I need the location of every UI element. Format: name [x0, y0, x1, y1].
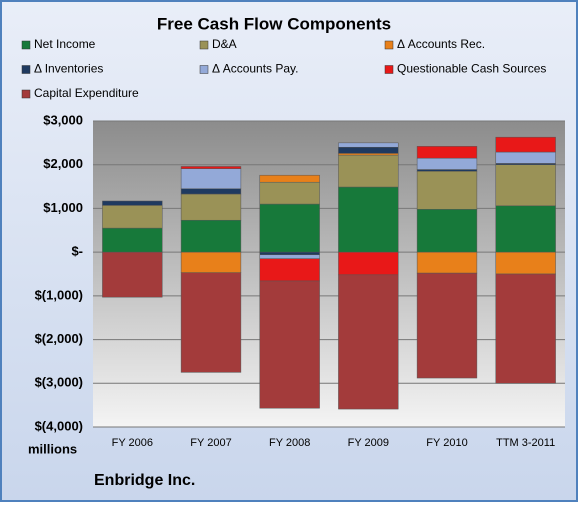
bar-segment — [102, 251, 163, 298]
legend-label: Questionable Cash Sources — [397, 62, 546, 76]
plot-area — [93, 121, 565, 427]
bar-segment — [416, 169, 478, 172]
bar-segment — [338, 142, 399, 148]
bar-segment — [495, 136, 556, 153]
legend-swatch — [21, 89, 31, 99]
bar-segment — [259, 181, 320, 205]
y-tick-label: $1,000 — [43, 200, 83, 215]
bar-segment — [180, 188, 242, 195]
bar-segment — [338, 154, 399, 188]
bar-segment — [338, 146, 399, 154]
footer: Enbridge Inc. — [94, 472, 195, 489]
bar-segment — [338, 251, 399, 276]
y-tick-label: $- — [71, 244, 83, 259]
y-tick-label: $(4,000) — [35, 418, 83, 433]
legend-swatch — [384, 40, 394, 50]
bar-segment — [102, 200, 163, 206]
bar-segment — [416, 272, 478, 379]
bar-segment — [495, 273, 556, 384]
bar-segment — [259, 280, 320, 409]
bar-segment — [259, 258, 320, 282]
legend-label: D&A — [212, 37, 237, 51]
y-tick-label: $3,000 — [43, 112, 83, 127]
bar-segment — [338, 186, 399, 253]
bar-segment — [102, 205, 163, 229]
y-tick-label: $2,000 — [43, 156, 83, 171]
bar-segment — [416, 209, 478, 253]
x-tick-label: FY 2007 — [190, 437, 231, 449]
y-tick-label: $(2,000) — [35, 331, 83, 346]
bar-segment — [259, 251, 320, 256]
x-tick-label: FY 2006 — [112, 437, 153, 449]
bar-segment — [338, 153, 399, 156]
bar-segment — [180, 193, 242, 221]
legend-swatch — [199, 40, 209, 50]
bar-segment — [416, 251, 478, 274]
legend-swatch — [384, 65, 394, 74]
legend-label: Δ Accounts Rec. — [397, 37, 485, 51]
x-tick-label: TTM 3-2011 — [496, 437, 555, 449]
x-tick-label: FY 2009 — [348, 437, 389, 449]
bar-segment — [495, 205, 556, 253]
bar-segment — [338, 274, 399, 410]
bar-segment — [259, 254, 320, 259]
legend-label: Δ Inventories — [34, 62, 103, 76]
y-tick-label: $(1,000) — [35, 287, 83, 302]
legend-label: Capital Expenditure — [34, 86, 139, 100]
bar-segment — [495, 251, 556, 275]
bar-segment — [180, 272, 242, 373]
chart-title: Free Cash Flow Components — [157, 14, 391, 33]
legend-swatch — [21, 65, 31, 74]
unit-label: millions — [28, 441, 77, 456]
bar-segment — [495, 151, 556, 164]
bar-segment — [259, 203, 320, 253]
bar-segment — [180, 251, 242, 273]
bar-segment — [102, 227, 163, 253]
bar-segment — [416, 157, 478, 170]
y-tick-label: $(3,000) — [35, 375, 83, 390]
bar-segment — [495, 164, 556, 207]
legend-swatch — [199, 65, 209, 74]
x-tick-label: FY 2010 — [426, 437, 467, 449]
bar-segment — [259, 174, 320, 183]
bar-segment — [180, 219, 242, 253]
legend-swatch — [21, 40, 31, 50]
legend-label: Net Income — [34, 37, 96, 51]
bar-segment — [416, 146, 478, 159]
x-tick-label: FY 2008 — [269, 437, 310, 449]
bar-segment — [180, 166, 242, 169]
legend-label: Δ Accounts Pay. — [212, 62, 299, 76]
bar-segment — [416, 171, 478, 210]
bar-segment — [180, 168, 242, 190]
